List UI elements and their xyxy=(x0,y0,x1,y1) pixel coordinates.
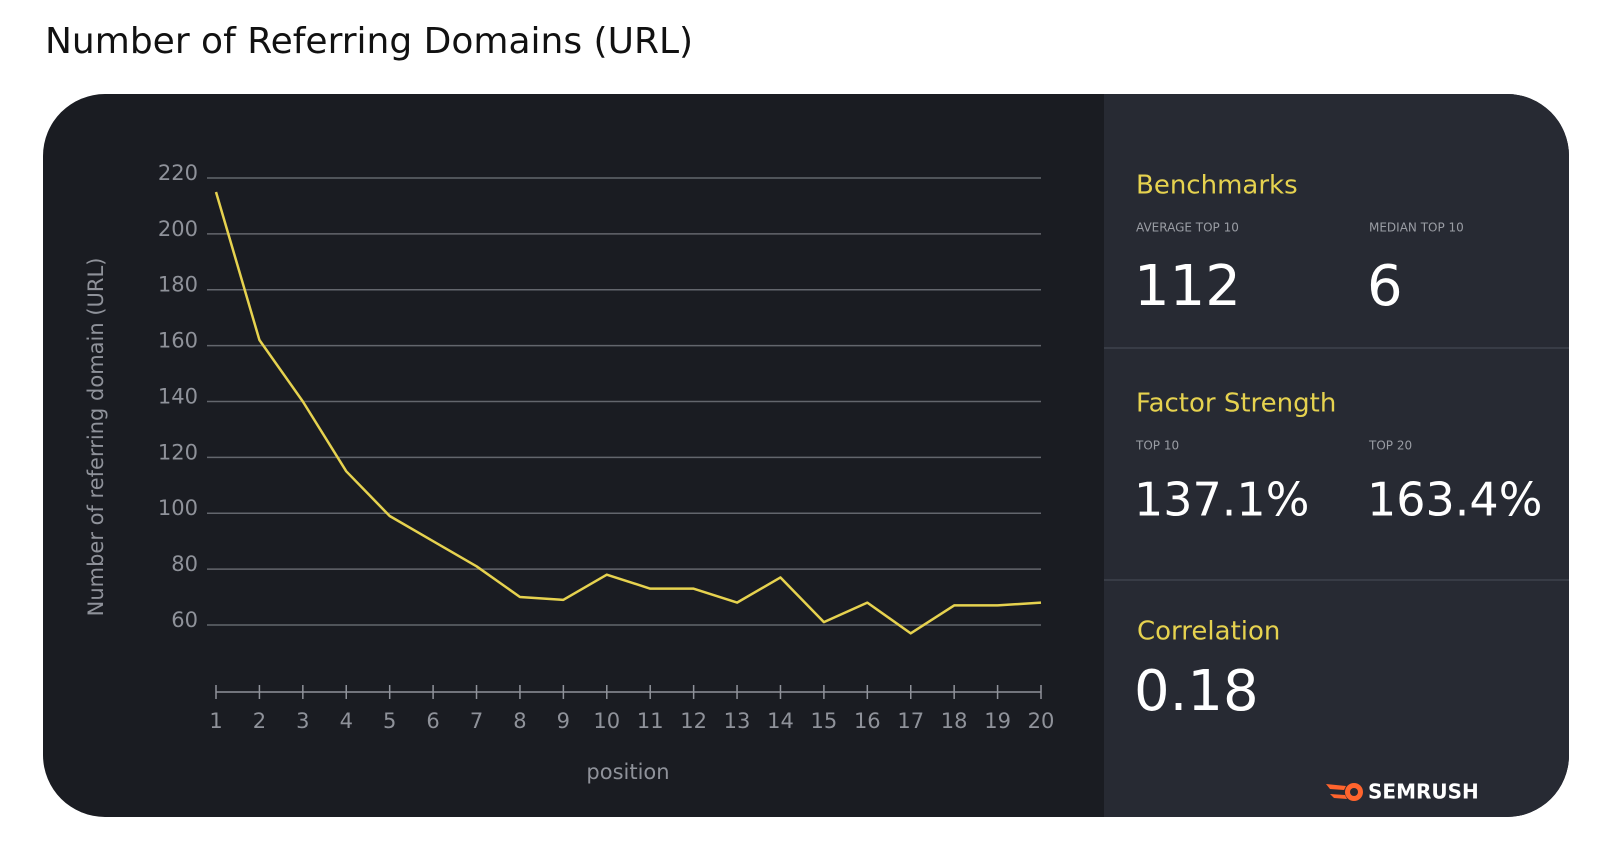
y-tick-label: 100 xyxy=(158,496,198,520)
x-tick-label: 18 xyxy=(941,709,968,733)
x-tick-label: 14 xyxy=(767,709,794,733)
stat-value: 0.18 xyxy=(1134,659,1259,724)
brand-logo xyxy=(1326,783,1363,801)
x-tick-label: 11 xyxy=(637,709,664,733)
stat-value: 137.1% xyxy=(1134,473,1309,527)
x-axis-label: position xyxy=(586,760,669,784)
x-tick-label: 7 xyxy=(470,709,483,733)
stat-label: TOP 10 xyxy=(1135,439,1179,453)
stat-value: 6 xyxy=(1367,254,1403,319)
x-tick-label: 19 xyxy=(984,709,1011,733)
stat-label: MEDIAN TOP 10 xyxy=(1369,221,1464,235)
brand: SEMRUSH xyxy=(1368,780,1479,804)
x-tick-label: 20 xyxy=(1028,709,1055,733)
x-tick-label: 3 xyxy=(296,709,309,733)
y-tick-label: 140 xyxy=(158,384,198,408)
x-tick-label: 2 xyxy=(253,709,266,733)
x-tick-label: 17 xyxy=(897,709,924,733)
section-title: Correlation xyxy=(1137,617,1280,647)
x-tick-label: 10 xyxy=(593,709,620,733)
x-tick-label: 15 xyxy=(811,709,838,733)
y-tick-label: 180 xyxy=(158,273,198,297)
card xyxy=(43,94,1569,817)
stat-value: 163.4% xyxy=(1367,473,1542,527)
data-line xyxy=(214,191,1042,635)
section-title: Factor Strength xyxy=(1136,389,1336,419)
stat-value: 112 xyxy=(1134,254,1241,319)
x-tick-label: 6 xyxy=(426,709,439,733)
x-tick-label: 1 xyxy=(209,709,222,733)
y-tick-label: 200 xyxy=(158,217,198,241)
y-tick-label: 120 xyxy=(158,440,198,464)
y-tick-label: 80 xyxy=(171,552,198,576)
y-tick-label: 220 xyxy=(158,161,198,185)
y-tick-label: 160 xyxy=(158,329,198,353)
x-tick-label: 5 xyxy=(383,709,396,733)
section-title: Benchmarks xyxy=(1136,171,1298,201)
stat-label: AVERAGE TOP 10 xyxy=(1136,221,1239,235)
x-tick-label: 16 xyxy=(854,709,881,733)
x-tick-label: 13 xyxy=(724,709,751,733)
page-title: Number of Referring Domains (URL) xyxy=(45,21,693,62)
x-tick-label: 12 xyxy=(680,709,707,733)
y-axis-label: Number of referring domain (URL) xyxy=(84,258,108,617)
x-tick-label: 8 xyxy=(513,709,526,733)
x-tick-label: 4 xyxy=(340,709,353,733)
stats-panel xyxy=(1104,94,1569,817)
y-tick-label: 60 xyxy=(171,608,198,632)
x-tick-label: 9 xyxy=(557,709,570,733)
stat-label: TOP 20 xyxy=(1368,439,1412,453)
